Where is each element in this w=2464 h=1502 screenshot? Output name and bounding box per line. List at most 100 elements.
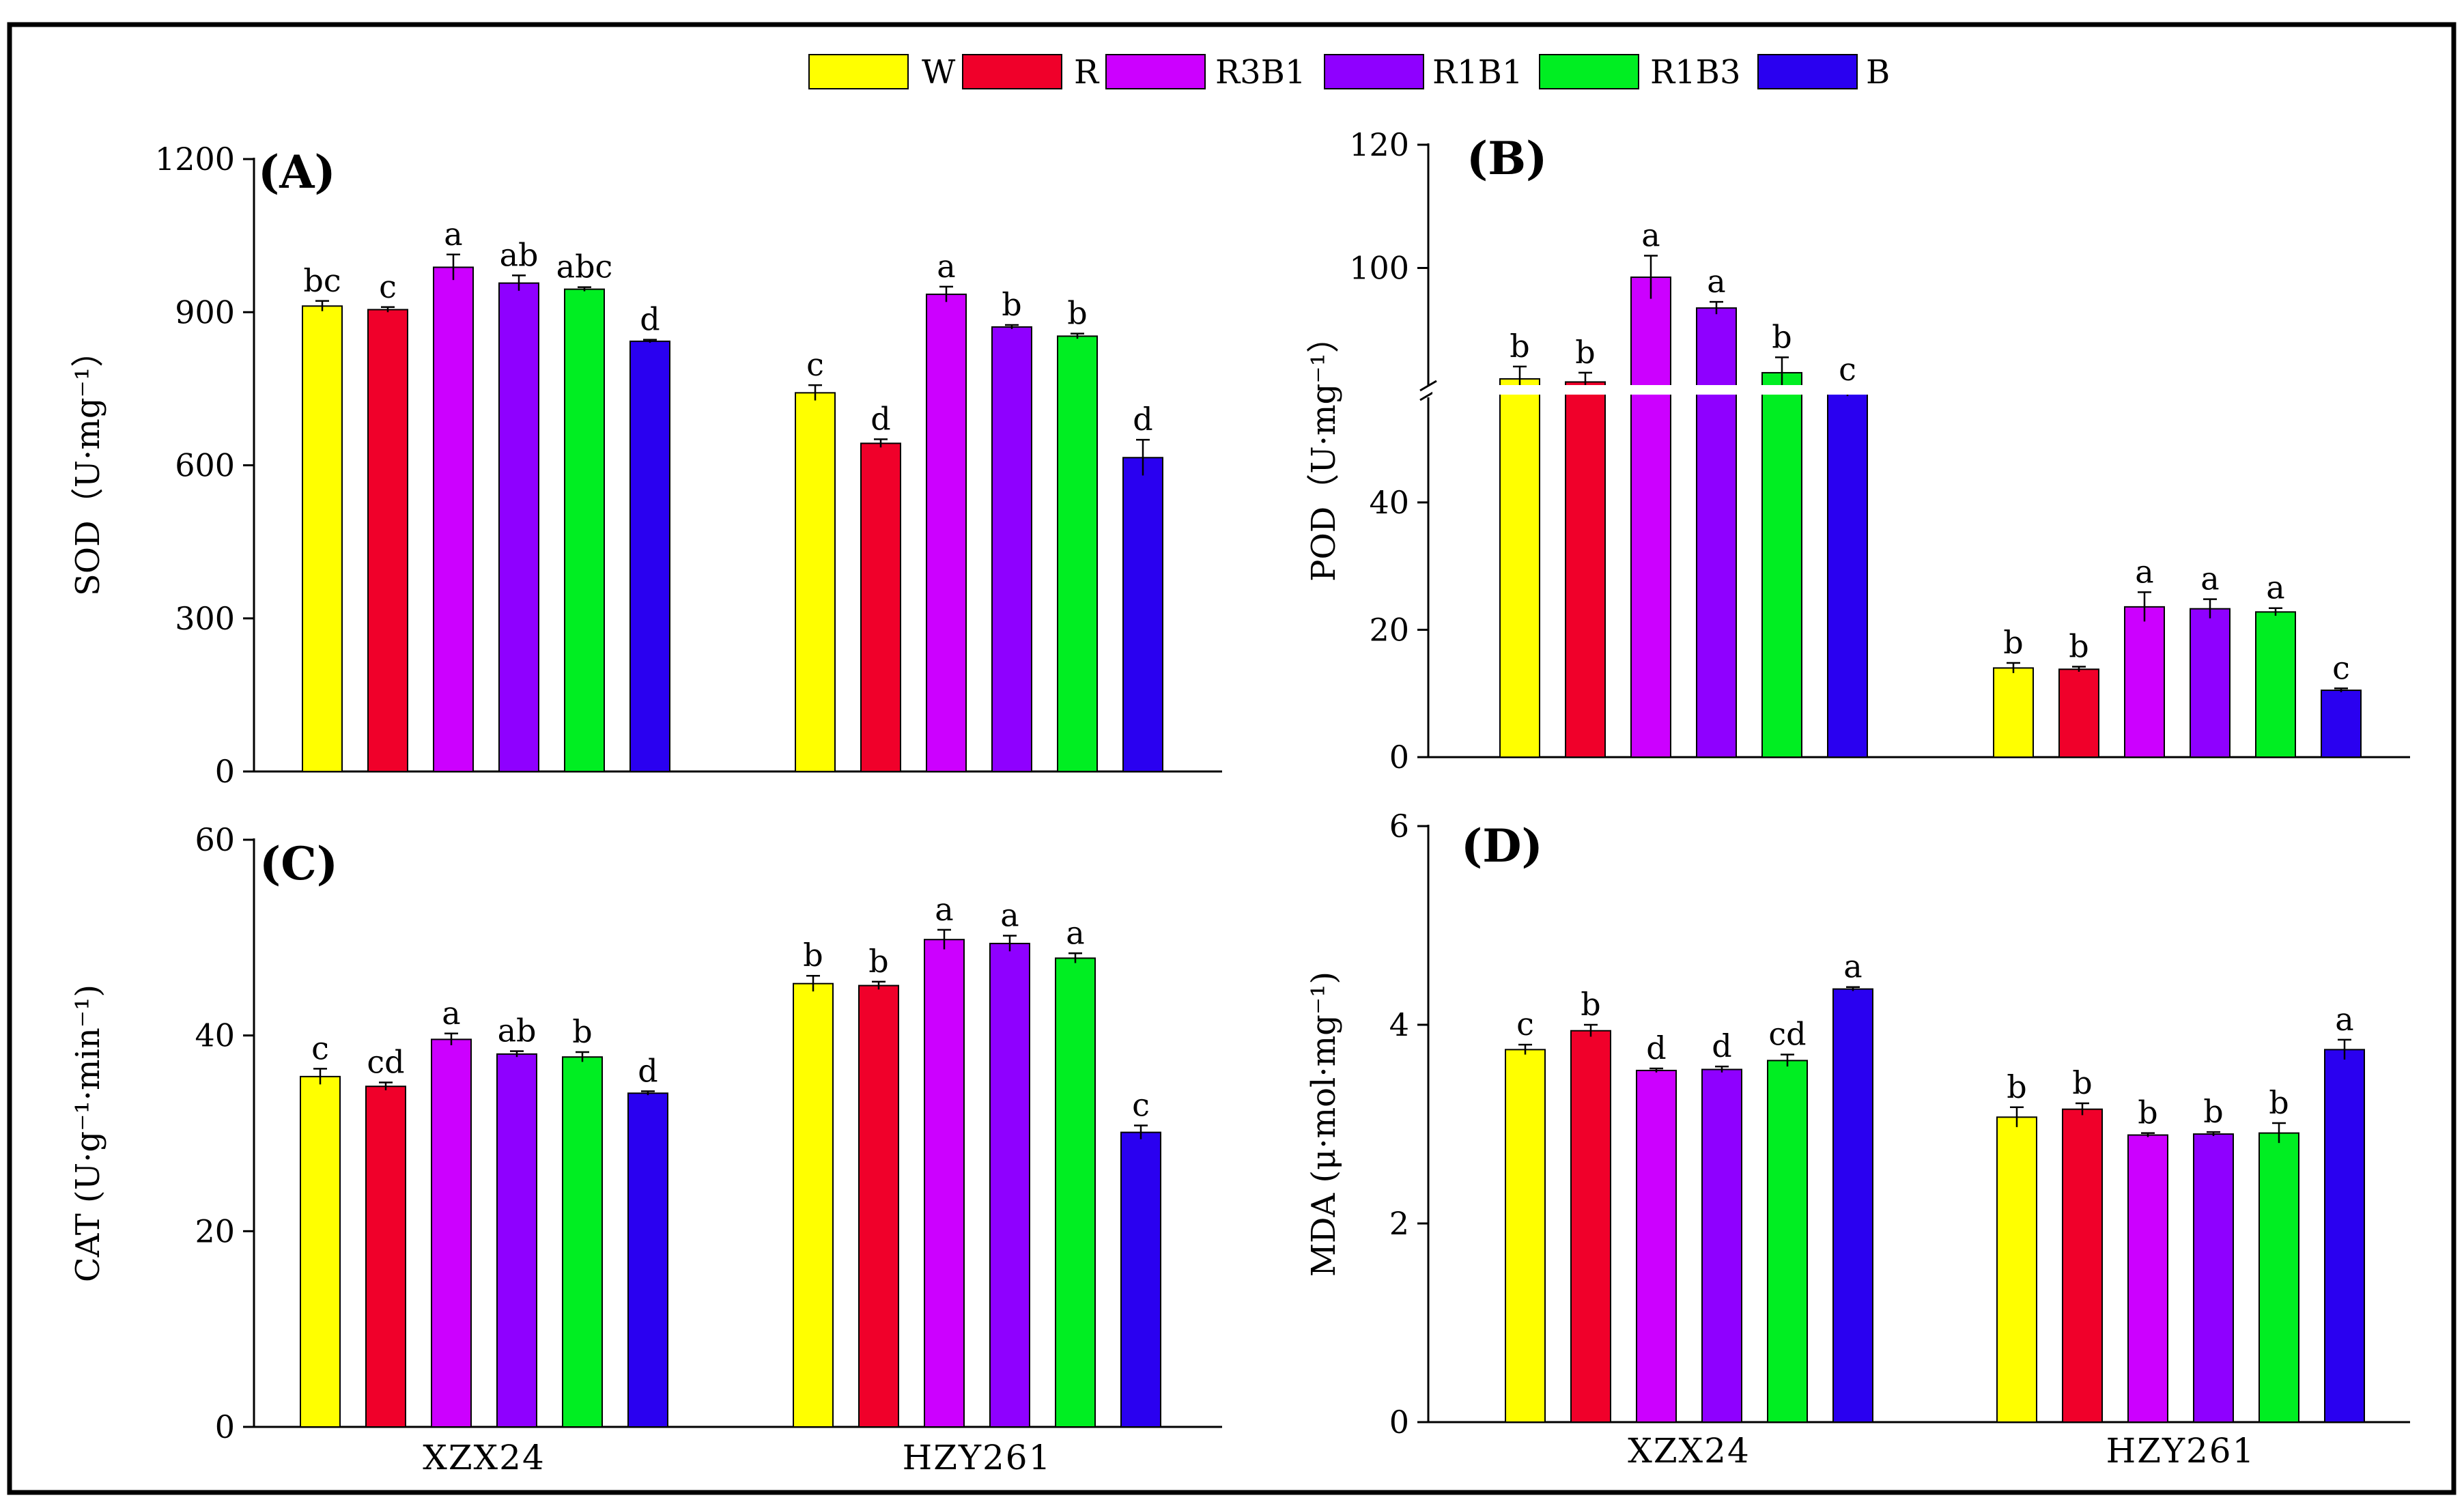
bar-r1b3 — [2255, 611, 2296, 759]
bar-b — [1832, 988, 1873, 1423]
bar-r3b1 — [1636, 1069, 1677, 1423]
bar-r1b1 — [989, 942, 1030, 1428]
y-tick-label: 0 — [215, 1408, 235, 1445]
y-tick-label: 0 — [1389, 739, 1409, 776]
y-tick-label: 300 — [175, 600, 235, 637]
legend-swatch-w — [808, 54, 909, 89]
y-tick-label: 4 — [1389, 1006, 1409, 1043]
bar-r1b3 — [1055, 957, 1096, 1428]
legend-swatch-r1b1 — [1324, 54, 1424, 89]
y-axis-title: CAT (U·g⁻¹·min⁻¹) — [69, 984, 107, 1282]
significance-letter: c — [1132, 1087, 1150, 1124]
bar-w — [795, 392, 836, 772]
significance-letter: d — [1712, 1028, 1731, 1064]
y-tick-label: 40 — [195, 1017, 235, 1054]
legend-swatch-r — [962, 54, 1062, 89]
bar-b — [1120, 1131, 1161, 1428]
significance-letter: b — [572, 1013, 592, 1050]
legend-swatch-r3b1 — [1105, 54, 1206, 89]
y-tick-label: 40 — [1369, 484, 1409, 521]
chart-panels: 03006009001200SOD（U·mg⁻¹）(A)bcccdaaabbab… — [69, 126, 2410, 1477]
bar-r1b1 — [2193, 1133, 2234, 1423]
bar-r1b1 — [2190, 608, 2231, 758]
panel-label: (A) — [258, 145, 336, 199]
bar-b — [2324, 1049, 2365, 1423]
significance-letter: b — [2069, 628, 2088, 665]
bar-r1b3 — [1767, 1060, 1808, 1423]
bar-r1b3 — [562, 1056, 603, 1428]
legend-swatch-r1b3 — [1539, 54, 1639, 89]
significance-letter: a — [1843, 948, 1862, 985]
x-category-label: XZX24 — [423, 1438, 546, 1477]
y-tick-label: 0 — [1389, 1404, 1409, 1441]
x-category-label: HZY261 — [2106, 1431, 2256, 1471]
x-category-label: XZX24 — [1628, 1431, 1751, 1471]
bar-r1b1 — [498, 282, 539, 772]
significance-letter: a — [937, 248, 955, 285]
significance-letter: b — [1575, 334, 1595, 371]
y-tick-label: 2 — [1389, 1205, 1409, 1242]
y-axis-title: MDA (μ·mol·mg⁻¹) — [1305, 972, 1343, 1277]
significance-letter: c — [311, 1030, 329, 1066]
significance-letter: cd — [1768, 1016, 1806, 1053]
y-tick-label: 0 — [215, 753, 235, 790]
panel-label: (C) — [259, 837, 338, 890]
significance-letter: a — [1641, 216, 1660, 253]
bar-r3b1 — [2124, 606, 2165, 758]
bar-r3b1 — [924, 939, 965, 1428]
y-tick-label: 20 — [195, 1213, 235, 1249]
y-tick-label: 600 — [175, 447, 235, 484]
bar-r1b3 — [1761, 371, 1802, 758]
significance-letter: d — [1133, 401, 1152, 438]
y-axis-title: POD（U·mg⁻¹） — [1305, 320, 1343, 582]
y-tick-label: 60 — [195, 821, 235, 858]
bar-r — [367, 309, 408, 772]
bar-r1b1 — [1696, 307, 1737, 759]
bar-w — [793, 982, 834, 1428]
bar-w — [1505, 1049, 1546, 1423]
y-tick-label: 6 — [1389, 808, 1409, 845]
bar-r — [365, 1086, 406, 1428]
bar-r — [2062, 1108, 2103, 1423]
significance-letter: a — [1707, 263, 1725, 300]
significance-letter: b — [1002, 286, 1021, 323]
legend-label-r: R — [1074, 53, 1100, 91]
y-axis-title: SOD（U·mg⁻¹） — [69, 335, 107, 596]
significance-letter: c — [379, 268, 397, 305]
significance-letter: d — [1646, 1030, 1666, 1066]
significance-letter: a — [442, 995, 460, 1032]
bar-r3b1 — [1630, 277, 1671, 759]
significance-letter: b — [2203, 1093, 2223, 1130]
bar-w — [300, 1075, 341, 1428]
significance-letter: d — [640, 301, 660, 338]
y-tick-label: 1200 — [155, 141, 235, 178]
legend-label-r1b1: R1B1 — [1432, 53, 1523, 91]
bar-r3b1 — [433, 266, 474, 773]
significance-letter: a — [444, 216, 462, 253]
panel-label: (D) — [1461, 819, 1543, 873]
significance-letter: ab — [498, 1012, 537, 1049]
bar-w — [1993, 667, 2034, 759]
significance-letter: b — [803, 937, 823, 974]
bar-w — [1996, 1116, 2037, 1423]
bar-r1b3 — [2258, 1132, 2299, 1423]
bar-r — [858, 984, 899, 1428]
bar-r — [2058, 668, 2099, 758]
significance-letter: c — [806, 346, 824, 383]
legend-label-r3b1: R3B1 — [1215, 53, 1306, 91]
outer-frame — [7, 22, 2456, 1495]
bar-r1b1 — [496, 1053, 537, 1428]
x-category-label: HZY261 — [903, 1438, 1052, 1477]
significance-letter: cd — [367, 1043, 404, 1080]
axis-break-mark — [1419, 380, 1437, 392]
bar-r1b1 — [991, 326, 1032, 772]
bar-r3b1 — [926, 294, 967, 772]
significance-letter: c — [1516, 1006, 1534, 1043]
significance-letter: b — [2072, 1064, 2092, 1101]
bar-b — [2321, 690, 2362, 759]
significance-letter: c — [2332, 649, 2350, 686]
bar-r — [1565, 381, 1606, 758]
significance-letter: b — [1581, 986, 1600, 1023]
